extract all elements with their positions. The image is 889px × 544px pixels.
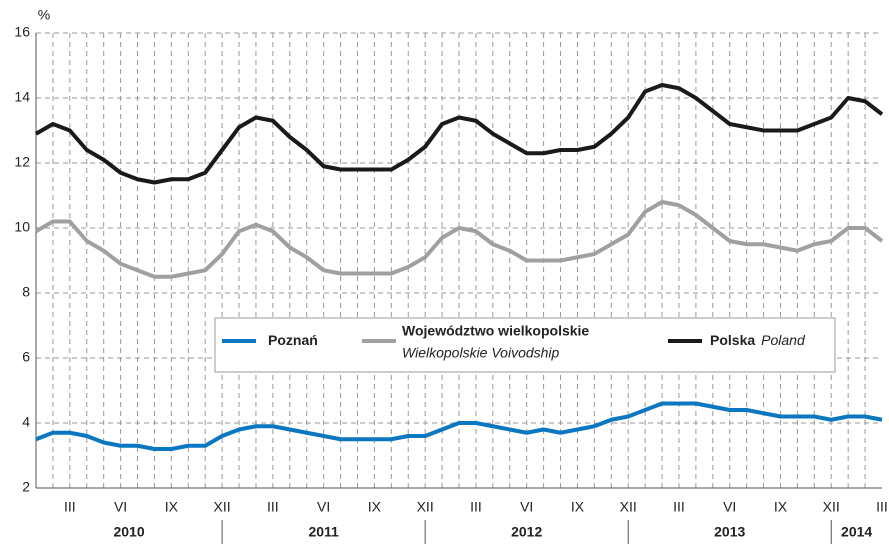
legend-name: Poznań [268, 332, 318, 348]
x-tick-label: VI [317, 499, 330, 515]
legend-name-en: Poland [761, 332, 806, 348]
year-label: 2013 [714, 524, 745, 540]
y-tick-label: 2 [22, 479, 30, 495]
x-tick-label: III [876, 499, 888, 515]
x-tick-label: III [470, 499, 482, 515]
x-tick-label: XII [620, 499, 637, 515]
x-tick-label: III [64, 499, 76, 515]
x-tick-label: XII [417, 499, 434, 515]
series-line [35, 401, 883, 451]
x-tick-label: VI [114, 499, 127, 515]
x-tick-label: IX [571, 499, 585, 515]
series-line [35, 200, 884, 279]
legend-label: Polska Poland [710, 332, 806, 348]
x-tick-label: XII [823, 499, 840, 515]
x-tick-label: IX [368, 499, 382, 515]
year-label: 2014 [841, 524, 872, 540]
y-tick-label: 4 [22, 414, 30, 430]
series-line [35, 83, 884, 185]
x-tick-label: IX [774, 499, 788, 515]
y-tick-label: 6 [22, 349, 30, 365]
year-label: 2012 [511, 524, 542, 540]
x-tick-label: III [267, 499, 279, 515]
legend-name: Polska [710, 332, 755, 348]
x-tick-label: III [673, 499, 685, 515]
x-tick-label: XII [214, 499, 231, 515]
legend-label: Województwo wielkopolskie [402, 323, 589, 339]
y-tick-label: 14 [14, 89, 30, 105]
legend-box [214, 317, 836, 373]
legend-label: Poznań [268, 332, 318, 348]
x-tick-label: VI [520, 499, 533, 515]
year-label: 2010 [113, 524, 144, 540]
x-tick-label: IX [165, 499, 179, 515]
y-tick-label: 12 [14, 154, 30, 170]
y-tick-label: 8 [22, 284, 30, 300]
y-tick-label: 10 [14, 219, 30, 235]
legend-label-en: Wielkopolskie Voivodship [402, 345, 560, 361]
y-tick-label: 16 [14, 24, 30, 40]
y-axis-label: % [38, 7, 50, 23]
year-label: 2011 [308, 524, 339, 540]
x-tick-label: VI [723, 499, 736, 515]
